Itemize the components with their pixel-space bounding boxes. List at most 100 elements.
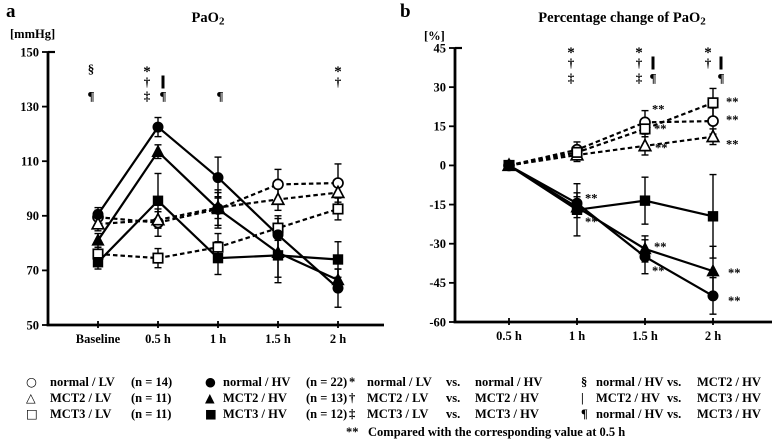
sig-symbol: ¶ — [159, 89, 166, 104]
bar-symbol: | — [581, 391, 584, 406]
sig-symbol: ‡ — [144, 89, 151, 104]
y-axis-unit-label: [mmHg] — [10, 27, 55, 41]
markers-MCT3-LV — [503, 97, 719, 171]
note-text: Compared with the corresponding value at… — [368, 425, 626, 439]
legend-lv-groups: ○ normal / LV (n = 14) △ MCT2 / LV (n = … — [26, 374, 172, 423]
point-significance-label: ** — [655, 141, 668, 155]
sig-symbol: * — [334, 64, 342, 80]
comparison-right: MCT3 / HV — [475, 407, 539, 422]
dagger-symbol: † — [349, 391, 356, 406]
x-tick-label: 1 h — [210, 332, 226, 346]
legend-comparisons-right: § normal / HV vs. MCT2 / HV | MCT2 / HV … — [581, 374, 761, 423]
legend-n: (n = 11) — [131, 407, 172, 422]
point-significance-label: ** — [654, 122, 667, 136]
comparison-left: MCT2 / LV — [367, 391, 429, 406]
line-normal-HV — [508, 164, 714, 297]
y-tick-label: 0 — [440, 159, 446, 173]
mct3-hv-marker-icon: ■ — [205, 406, 217, 422]
point-significance-label: ** — [652, 264, 665, 278]
comparison-left: normal / LV — [367, 375, 432, 389]
sig-symbol: ¶ — [717, 71, 724, 86]
y-tick-label: 45 — [434, 41, 447, 55]
sig-symbol: † — [636, 56, 643, 71]
markers-normal-LV — [503, 115, 719, 172]
y-tick-label: 90 — [27, 209, 40, 223]
chart-title: Percentage change of PaO2 — [538, 10, 706, 28]
legend-label: normal / LV — [50, 375, 115, 389]
sig-bar-symbol — [161, 75, 165, 89]
legend-n: (n = 11) — [131, 391, 172, 406]
markers-MCT3-LV — [92, 203, 344, 264]
comparison-right: normal / HV — [475, 375, 543, 389]
axes — [42, 50, 384, 328]
sig-symbol: ¶ — [216, 89, 223, 104]
legend-comparisons-left: * normal / LV vs. normal / HV † MCT2 / L… — [349, 374, 542, 423]
sig-symbol: * — [567, 45, 575, 61]
x-tick-label: 1 h — [569, 329, 585, 343]
line-MCT3-HV — [508, 164, 714, 218]
sig-bar-symbol — [719, 56, 723, 70]
y-tick-label: -45 — [429, 276, 446, 290]
y-tick-label: 70 — [27, 264, 40, 278]
sig-symbol: † — [705, 56, 712, 71]
line-MCT3-LV — [508, 101, 714, 167]
sig-symbol: † — [144, 75, 151, 90]
y-tick-label: 130 — [20, 100, 39, 114]
point-significance-label: ** — [726, 95, 739, 109]
x-tick-label: Baseline — [76, 332, 121, 346]
comparison-vs: vs. — [667, 391, 682, 406]
legend-n: (n = 14) — [131, 375, 173, 389]
asterisk-symbol: * — [349, 375, 356, 389]
mct3-lv-marker-icon: □ — [26, 406, 38, 422]
markers-normal-HV — [92, 121, 344, 294]
comparison-left: normal / HV — [596, 407, 664, 422]
section-symbol: § — [581, 375, 588, 389]
x-tick-label: 0.5 h — [496, 329, 522, 343]
comparison-left: MCT3 / LV — [367, 407, 429, 422]
x-tick-label: 0.5 h — [145, 332, 171, 346]
sig-symbol: † — [335, 75, 342, 90]
y-axis-unit-label: [%] — [424, 29, 445, 43]
y-tick-label: -30 — [429, 237, 446, 251]
x-tick-label: 2 h — [330, 332, 346, 346]
y-tick-label: -15 — [429, 198, 446, 212]
panel-letter: b — [400, 1, 411, 22]
line-MCT2-LV — [508, 135, 714, 167]
normal-hv-marker-icon: ● — [205, 374, 216, 389]
mct2-hv-marker-icon: ▲ — [205, 390, 215, 406]
comparison-left: MCT2 / HV — [596, 391, 660, 406]
normal-lv-marker-icon: ○ — [26, 374, 37, 389]
y-tick-label: 30 — [434, 80, 447, 94]
point-significance-label: ** — [728, 294, 741, 308]
double-dagger-symbol: ‡ — [349, 407, 356, 422]
sig-symbol: ‡ — [636, 71, 643, 86]
y-tick-label: 50 — [27, 318, 40, 332]
x-tick-label: 2 h — [705, 329, 721, 343]
legend-label: normal / HV — [223, 375, 291, 389]
comparison-left: normal / HV — [596, 375, 664, 389]
point-significance-label: ** — [728, 266, 741, 280]
axes — [449, 46, 772, 325]
point-significance-label: ** — [726, 113, 739, 127]
line-normal-LV — [508, 119, 714, 167]
figure-legend: ○ normal / LV (n = 14) △ MCT2 / LV (n = … — [0, 358, 784, 446]
point-significance-label: ** — [654, 240, 667, 254]
sig-symbol: † — [568, 56, 575, 71]
sig-bar-symbol — [651, 56, 655, 70]
legend-label: MCT3 / HV — [223, 407, 287, 422]
comparison-right: MCT3 / HV — [697, 407, 761, 422]
double-asterisk-symbol: ** — [346, 425, 359, 439]
y-tick-label: 110 — [21, 155, 39, 169]
pilcrow-symbol: ¶ — [581, 407, 588, 422]
comparison-right: MCT3 / HV — [697, 391, 761, 406]
markers-MCT3-HV — [92, 195, 344, 268]
legend-note: ** Compared with the corresponding value… — [346, 424, 625, 440]
legend-n: (n = 12) — [306, 407, 348, 422]
sig-symbol: ‡ — [568, 71, 575, 86]
point-significance-label: ** — [652, 102, 665, 116]
legend-label: MCT2 / LV — [50, 391, 112, 406]
y-tick-label: 15 — [434, 120, 447, 134]
mct2-lv-marker-icon: △ — [26, 390, 36, 406]
